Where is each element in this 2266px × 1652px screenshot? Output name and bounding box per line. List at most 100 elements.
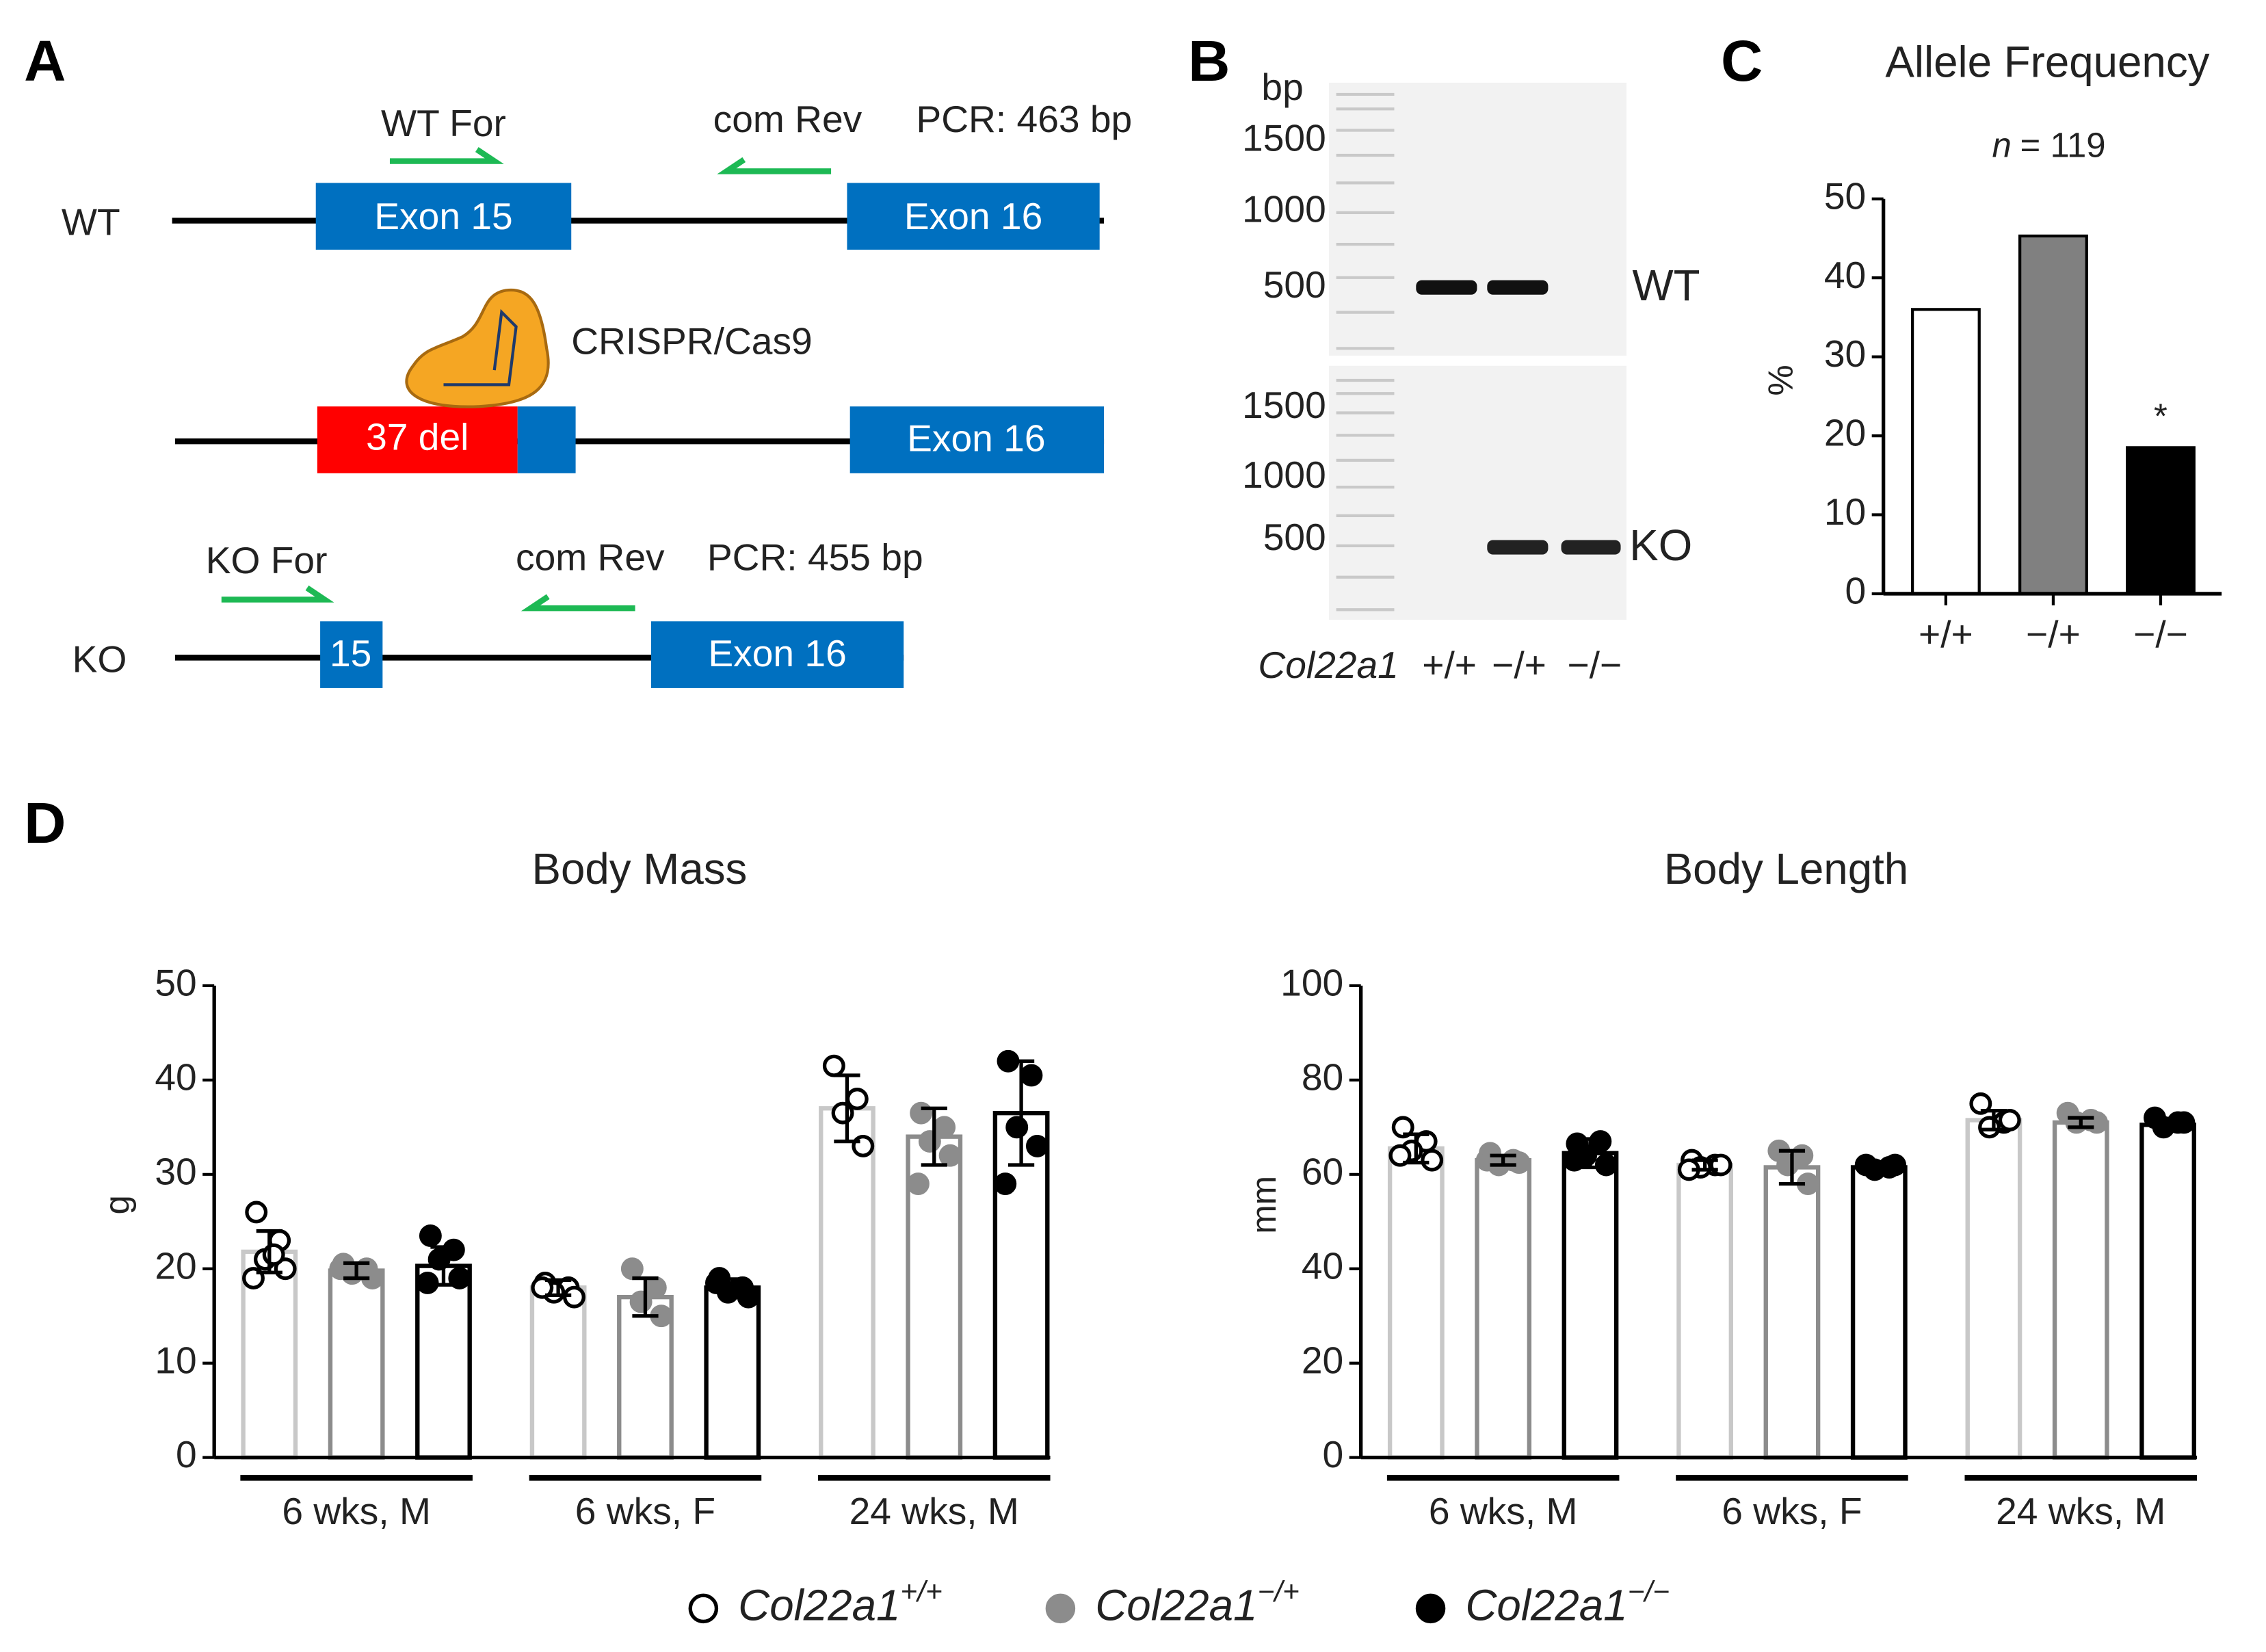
exon: [315, 183, 572, 250]
data-point: [704, 1271, 728, 1294]
x-tick-label: 24 wks, M: [1996, 1490, 2165, 1532]
data-point: [416, 1271, 439, 1294]
pcr-label: PCR: 463 bp: [916, 98, 1132, 140]
exon-label: Exon 16: [708, 632, 846, 674]
error-bar: [834, 1073, 860, 1144]
data-point: [1421, 1149, 1444, 1172]
band: [1487, 540, 1549, 555]
tool-label: CRISPR/Cas9: [571, 320, 812, 363]
exon: [847, 183, 1100, 250]
data-point: [1507, 1151, 1531, 1175]
error-bar: [430, 1245, 457, 1287]
ladder-label: 500: [1263, 516, 1326, 558]
ladder: [1336, 92, 1395, 612]
y-tick-label: 80: [1302, 1056, 1343, 1098]
data-point: [1563, 1149, 1586, 1172]
gene-diagram: [172, 147, 1105, 688]
exon-label: 15: [330, 632, 371, 674]
error-bar: [545, 1278, 572, 1298]
data-point: [2065, 1111, 2088, 1134]
allele-label: KO: [73, 638, 127, 680]
panel-label: B: [1188, 28, 1230, 93]
data-point: [1005, 1116, 1029, 1139]
primer-arrow: [521, 594, 635, 612]
ladder-label: 1500: [1242, 384, 1326, 426]
data-point: [427, 1248, 451, 1271]
exon: [517, 406, 576, 473]
y-tick-label: 30: [1824, 332, 1866, 375]
legend-label: Col22a1+/+: [738, 1575, 943, 1629]
y-tick-label: 10: [1824, 490, 1866, 533]
primer-label: com Rev: [713, 98, 862, 140]
data-point: [1776, 1153, 1800, 1177]
cas9: [405, 288, 550, 408]
x-tick-label: −/+: [2026, 613, 2081, 655]
gel-label: KO: [1629, 521, 1692, 570]
lane-label: +/+: [1422, 644, 1477, 686]
y-axis-label: %: [1761, 365, 1800, 395]
data-point: [1709, 1153, 1733, 1177]
y-tick-label: 100: [1280, 962, 1343, 1004]
legend-name: Col22a1: [1095, 1581, 1257, 1629]
x-tick-label: +/+: [1919, 613, 1973, 655]
subtitle-italic: n: [1992, 126, 2012, 165]
x-tick-label: 6 wks, M: [1429, 1490, 1578, 1532]
error-bar: [1007, 1059, 1035, 1167]
y-tick-label: 30: [155, 1150, 196, 1192]
gel: [1328, 82, 1627, 620]
y-tick-label: 0: [176, 1433, 197, 1476]
x-tick-label: 6 wks, F: [575, 1490, 715, 1532]
primer-arrow: [221, 585, 334, 603]
data-point: [852, 1134, 875, 1157]
pcr-label: PCR: 455 bp: [707, 536, 923, 579]
data-point: [938, 1144, 962, 1167]
primer-label: WT For: [381, 102, 506, 144]
error-bar: [1980, 1109, 2007, 1131]
chart-title: Body Length: [1664, 845, 1908, 893]
data-point: [1969, 1092, 1992, 1115]
error-bar: [632, 1276, 659, 1318]
data-point: [2085, 1111, 2109, 1134]
data-point: [1025, 1134, 1049, 1157]
data-point: [1020, 1064, 1043, 1087]
legend-genotype: +/+: [900, 1575, 942, 1608]
data-point: [918, 1130, 941, 1153]
error-bar: [1866, 1162, 1893, 1173]
data-point: [419, 1224, 442, 1247]
data-point: [245, 1201, 268, 1224]
primer-label: KO For: [206, 539, 328, 581]
chart-title: Body Mass: [532, 845, 748, 893]
data-point: [1998, 1109, 2021, 1131]
panel-label: D: [24, 790, 66, 855]
lane-label: −/−: [1567, 644, 1622, 686]
ladder-label: 1000: [1242, 454, 1326, 496]
gel-top: [1328, 82, 1627, 356]
chart-title: Allele Frequency: [1885, 38, 2209, 86]
error-bar: [343, 1261, 370, 1281]
subtitle-text: = 119: [2020, 126, 2106, 165]
legend-marker: [1415, 1593, 1446, 1624]
deletion-label: 37 del: [366, 416, 469, 458]
data-point: [994, 1172, 1017, 1196]
band: [1487, 280, 1549, 295]
data-point: [448, 1267, 471, 1289]
data-point: [1388, 1144, 1412, 1167]
y-tick-label: 60: [1302, 1150, 1343, 1192]
exon-label: Exon 16: [904, 195, 1042, 237]
data-point: [620, 1257, 644, 1281]
data-point: [629, 1290, 653, 1313]
error-bar: [1691, 1158, 1718, 1172]
data-point: [1978, 1116, 2001, 1139]
y-tick-label: 0: [1323, 1433, 1344, 1476]
bar: [2018, 234, 2088, 596]
deletion: [317, 406, 518, 473]
y-tick-label: 40: [1824, 254, 1866, 296]
ladder-label: 500: [1263, 263, 1326, 306]
exon: [849, 406, 1105, 473]
panel-label: A: [24, 28, 66, 93]
primer-arrow: [717, 157, 832, 174]
error-bar: [256, 1229, 282, 1274]
error-bar: [719, 1277, 746, 1298]
y-tick-label: 50: [155, 962, 196, 1004]
